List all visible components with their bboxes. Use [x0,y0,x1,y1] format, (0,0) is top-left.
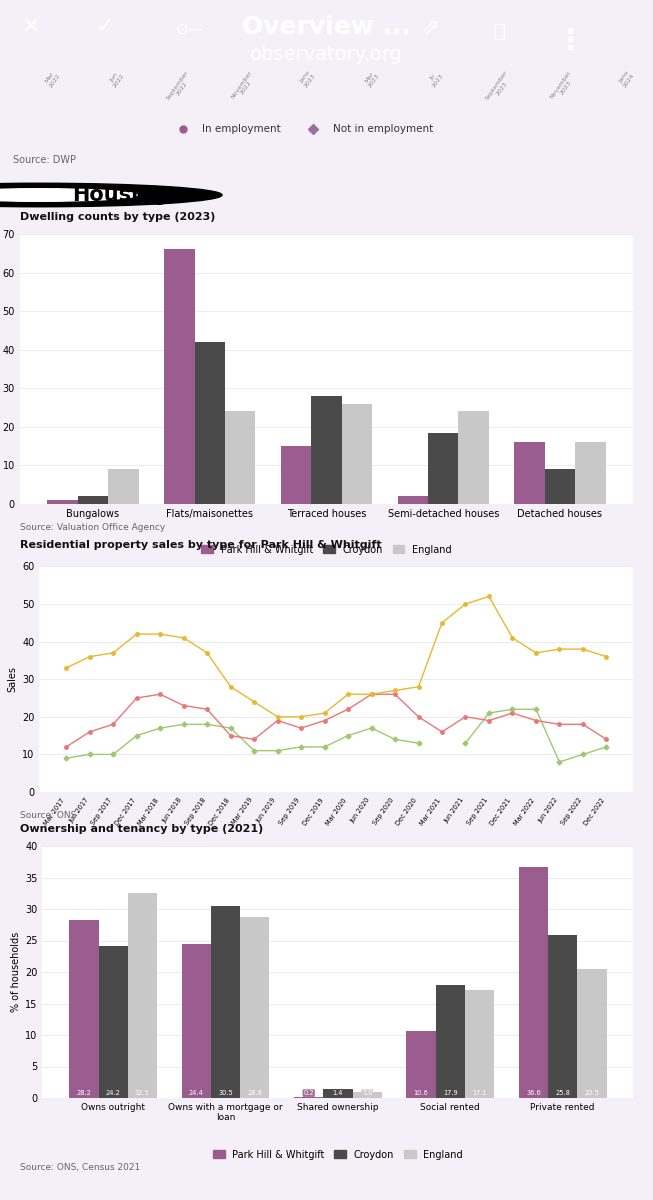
Bar [398,497,428,504]
Bar [108,469,138,504]
Text: 24.2: 24.2 [106,1090,121,1096]
Text: ⇗: ⇗ [421,17,439,37]
Bar [195,342,225,504]
Text: 10.6: 10.6 [414,1090,428,1096]
Bar [458,412,488,504]
Bar [342,403,372,504]
Text: Not in employment: Not in employment [333,124,434,134]
Bar [353,1092,382,1098]
Text: Ownership and tenancy by type (2021): Ownership and tenancy by type (2021) [20,823,263,834]
Text: ⊙—: ⊙— [176,22,204,37]
Circle shape [0,188,137,202]
Text: 0.2: 0.2 [304,1090,314,1096]
Text: 28.2: 28.2 [76,1090,91,1096]
Text: Dwelling counts by type (2023): Dwelling counts by type (2023) [20,211,215,222]
Text: observatory.org: observatory.org [249,46,402,64]
Text: 1.4: 1.4 [332,1090,343,1096]
Text: 20.5: 20.5 [584,1090,599,1096]
Text: Source: ONS: Source: ONS [20,811,76,821]
Bar [281,446,311,504]
Text: Mar
2022: Mar 2022 [43,70,61,89]
Text: ✓: ✓ [96,17,114,37]
Text: 28.8: 28.8 [247,1090,263,1096]
Text: September
2023: September 2023 [485,70,513,104]
Bar [225,412,255,504]
Text: Janu
2024: Janu 2024 [618,70,636,89]
Bar [294,1097,323,1098]
Bar [515,443,545,504]
Text: In employment: In employment [202,124,281,134]
Bar [48,500,78,504]
Legend: Park Hill & Whitgift, Croydon, England: Park Hill & Whitgift, Croydon, England [198,541,455,558]
Text: 17.1: 17.1 [472,1090,487,1096]
Text: Jun
2022: Jun 2022 [107,70,125,89]
Bar [240,917,270,1098]
Bar [575,443,605,504]
Bar [323,1090,353,1098]
Text: Ju
2023: Ju 2023 [426,70,444,89]
Bar [182,944,211,1098]
Text: November
2023: November 2023 [549,70,577,102]
Bar [548,936,577,1098]
Text: 30.5: 30.5 [218,1090,233,1096]
Text: ⋮: ⋮ [556,28,584,55]
Text: Source: Valuation Office Agency: Source: Valuation Office Agency [20,523,165,533]
Text: September
2022: September 2022 [166,70,195,104]
Bar [78,497,108,504]
Text: 25.8: 25.8 [555,1090,570,1096]
Bar [428,433,458,504]
Text: 36.6: 36.6 [526,1090,541,1096]
Bar [211,906,240,1098]
Text: November
2022: November 2022 [230,70,258,102]
Bar [519,868,548,1098]
Legend: Detached houses, Semi-detached houses, Terraced houses, Flats or maisonettes: Detached houses, Semi-detached houses, T… [123,884,550,901]
Y-axis label: % of households: % of households [11,932,21,1012]
Legend: Park Hill & Whitgift, Croydon, England: Park Hill & Whitgift, Croydon, England [209,1146,467,1164]
Bar [406,1031,436,1098]
Text: ✕: ✕ [21,17,39,37]
Text: Mar
2023: Mar 2023 [362,70,381,89]
Circle shape [0,184,222,206]
Bar [465,990,494,1098]
Text: Overview ...: Overview ... [242,16,410,40]
Text: 1.0: 1.0 [362,1090,372,1096]
Bar [165,250,195,504]
Text: 32.5: 32.5 [135,1090,150,1096]
Text: Housing: Housing [72,185,168,205]
Bar [577,968,607,1098]
Text: Residential property sales by type for Park Hill & Whitgift: Residential property sales by type for P… [20,540,381,551]
Y-axis label: Sales: Sales [8,666,18,692]
Text: Source: DWP: Source: DWP [13,156,76,166]
Bar [69,920,99,1098]
Text: 17.9: 17.9 [443,1090,458,1096]
Text: 24.4: 24.4 [189,1090,204,1096]
Bar [311,396,342,504]
Bar [545,469,575,504]
Bar [99,946,128,1098]
Text: Source: ONS, Census 2021: Source: ONS, Census 2021 [20,1163,140,1172]
Bar [128,893,157,1098]
Text: Janu
2023: Janu 2023 [298,70,317,89]
Bar [436,985,465,1098]
Text: 🔖: 🔖 [494,22,506,41]
